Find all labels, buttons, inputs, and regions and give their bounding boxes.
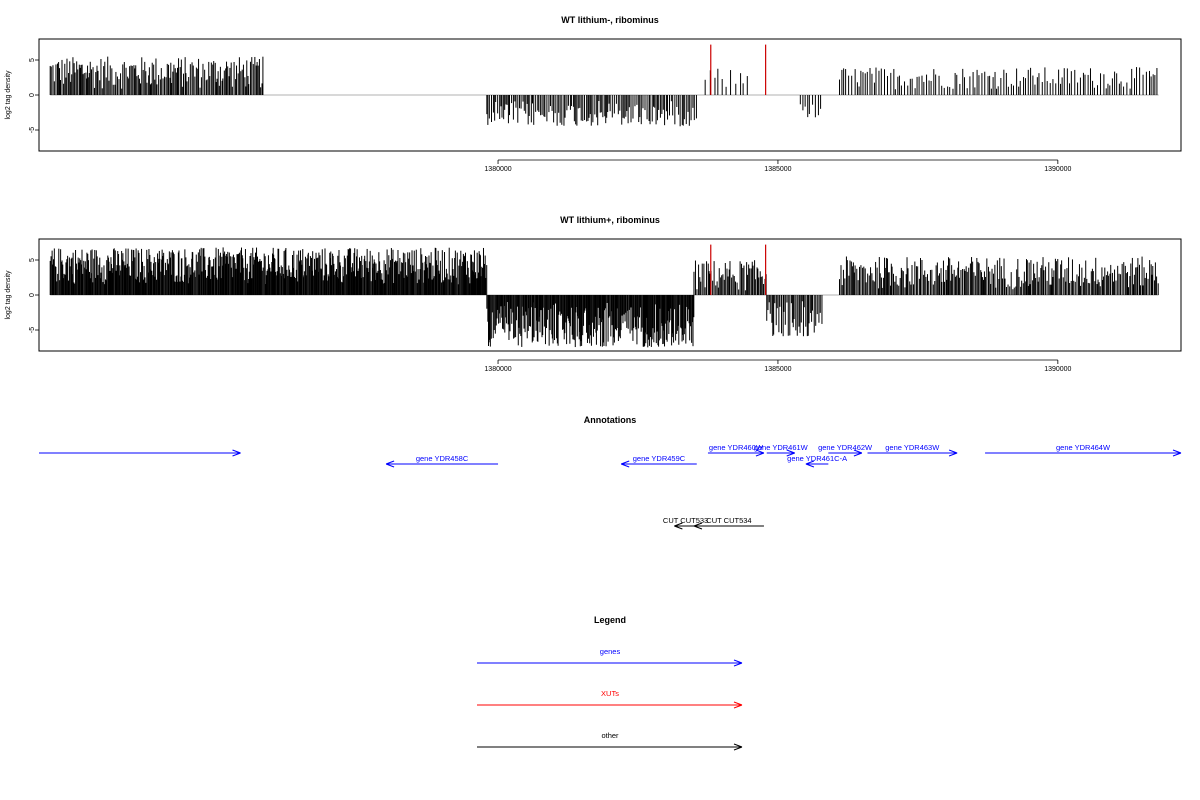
legend-item-genes: genes <box>477 647 743 667</box>
legend-title: Legend <box>594 615 626 625</box>
y-tick-label: 0 <box>29 293 36 297</box>
gene-arrow <box>39 449 241 457</box>
legend-arrow <box>477 743 743 751</box>
cut-label: CUT CUT534 <box>706 516 751 525</box>
cut-arrow: CUT CUT533 <box>663 516 708 530</box>
legend-arrow <box>477 701 743 709</box>
gene-arrow: gene YDR464W <box>985 443 1182 457</box>
track-panel-lithium-minus: WT lithium-, ribominus log2 tag density … <box>5 15 1182 173</box>
gene-arrow: gene YDR461W <box>754 443 809 457</box>
y-tick-label: -5 <box>29 127 36 133</box>
x-tick-label: 1380000 <box>484 166 511 173</box>
legend: Legend genes XUTs other <box>477 615 743 751</box>
gene-arrow: gene YDR460W <box>707 443 765 457</box>
gene-label: gene YDR461C-A <box>787 454 847 463</box>
y-axis-label: log2 tag density <box>5 70 12 120</box>
cut-label: CUT CUT533 <box>663 516 708 525</box>
gene-arrow: gene YDR463W <box>867 443 958 457</box>
gene-label: gene YDR464W <box>1056 443 1111 452</box>
gene-arrow: gene YDR459C <box>621 454 697 468</box>
legend-label: XUTs <box>601 689 619 698</box>
y-axis-label: log2 tag density <box>5 270 12 320</box>
gene-arrow: gene YDR458C <box>385 454 499 468</box>
gene-label: gene YDR461W <box>754 443 809 452</box>
gene-label: gene YDR462W <box>818 443 873 452</box>
legend-label: genes <box>600 647 621 656</box>
track-panel-lithium-plus: WT lithium+, ribominus log2 tag density … <box>5 215 1182 373</box>
y-tick-label: 5 <box>29 58 36 62</box>
legend-item-other: other <box>477 731 743 751</box>
gene-arrow: gene YDR461C-A <box>787 454 847 468</box>
x-tick-label: 1390000 <box>1044 166 1071 173</box>
annotations-panel: Annotations gene YDR458C gene YDR459C gene… <box>39 415 1182 530</box>
legend-label: other <box>601 731 619 740</box>
panel-title: WT lithium+, ribominus <box>560 215 660 225</box>
gene-arrow: gene YDR462W <box>818 443 873 457</box>
gene-label: gene YDR460W <box>709 443 764 452</box>
cut-arrow: CUT CUT534 <box>693 516 764 530</box>
y-tick-label: 5 <box>29 258 36 262</box>
density-bars <box>49 247 1159 348</box>
legend-arrow <box>477 659 743 667</box>
density-bars <box>49 56 1158 127</box>
y-tick-label: -5 <box>29 327 36 333</box>
x-tick-label: 1385000 <box>764 166 791 173</box>
gene-label: gene YDR459C <box>633 454 686 463</box>
x-tick-label: 1380000 <box>484 366 511 373</box>
legend-item-xuts: XUTs <box>477 689 743 709</box>
y-tick-label: 0 <box>29 93 36 97</box>
x-tick-label: 1390000 <box>1044 366 1071 373</box>
gene-label: gene YDR458C <box>416 454 469 463</box>
x-tick-label: 1385000 <box>764 366 791 373</box>
gene-label: gene YDR463W <box>885 443 940 452</box>
panel-title: WT lithium-, ribominus <box>561 15 659 25</box>
annotations-title: Annotations <box>584 415 637 425</box>
